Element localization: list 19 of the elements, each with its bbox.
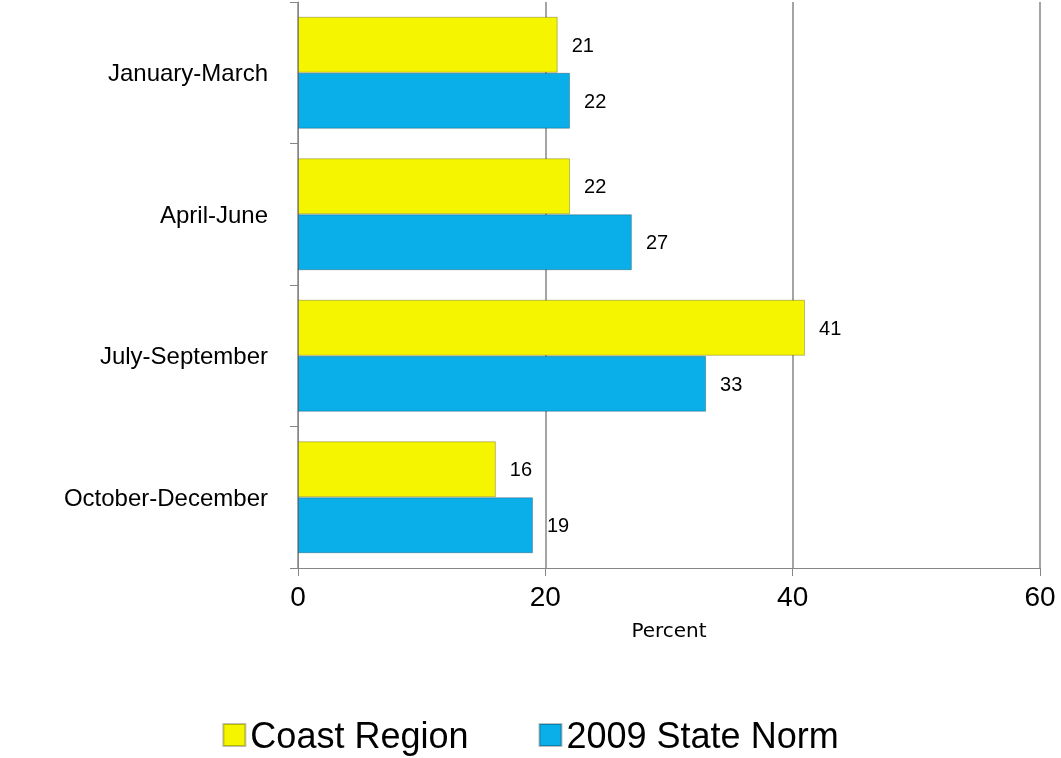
data-label: 16 bbox=[509, 458, 533, 481]
y-tick-label: July-September bbox=[99, 342, 268, 370]
x-axis-title: Percent bbox=[631, 618, 707, 642]
data-label: 41 bbox=[819, 316, 842, 339]
data-label: 22 bbox=[584, 89, 607, 112]
data-label: 27 bbox=[645, 231, 669, 254]
x-tick-label: 20 bbox=[529, 580, 561, 612]
y-tick-label: April-June bbox=[159, 200, 268, 228]
x-tick-label: 0 bbox=[290, 580, 306, 612]
data-label: 22 bbox=[584, 175, 607, 198]
legend-label: Coast Region bbox=[250, 714, 469, 756]
legend-label: 2009 State Norm bbox=[566, 714, 839, 756]
y-tick-label: January-March bbox=[107, 59, 268, 87]
x-tick-label: 60 bbox=[1024, 580, 1056, 612]
x-tick-label: 40 bbox=[777, 580, 809, 612]
data-label: 19 bbox=[546, 514, 570, 537]
data-label: 33 bbox=[720, 372, 743, 395]
y-tick-label: October-December bbox=[63, 483, 268, 511]
data-label: 21 bbox=[571, 33, 594, 56]
